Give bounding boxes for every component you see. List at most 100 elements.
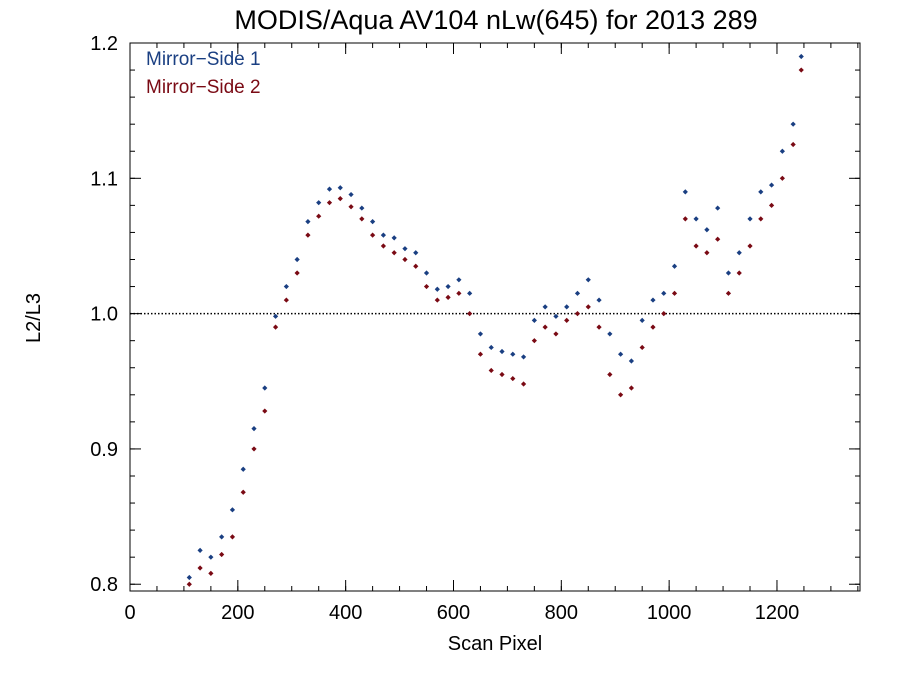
- point-series-1: [197, 547, 203, 554]
- y-tick-label: 1.0: [90, 304, 118, 326]
- series-points: [186, 53, 804, 587]
- point-series-2: [628, 385, 635, 391]
- point-series-1: [348, 191, 354, 198]
- point-series-1: [747, 216, 753, 222]
- point-series-1: [477, 331, 484, 337]
- point-series-2: [736, 270, 742, 276]
- point-series-2: [650, 324, 656, 330]
- point-series-2: [262, 408, 268, 414]
- point-series-2: [423, 283, 430, 290]
- point-series-1: [520, 354, 527, 360]
- point-series-2: [467, 311, 473, 317]
- x-tick-label: 1200: [755, 602, 800, 624]
- point-series-1: [488, 344, 494, 351]
- x-tick-label: 0: [124, 602, 135, 624]
- point-series-2: [240, 489, 246, 495]
- point-series-1: [715, 205, 721, 211]
- point-series-1: [380, 232, 386, 238]
- legend-series-1: Mirror−Side 1: [146, 49, 261, 70]
- point-series-2: [768, 202, 775, 208]
- point-series-1: [639, 317, 645, 323]
- point-series-1: [337, 185, 343, 191]
- point-series-2: [283, 297, 289, 303]
- point-series-1: [542, 304, 548, 310]
- point-series-1: [564, 304, 570, 310]
- point-series-2: [531, 338, 537, 344]
- point-series-2: [510, 375, 516, 382]
- point-series-2: [553, 331, 559, 337]
- point-series-1: [682, 189, 688, 195]
- point-series-2: [520, 381, 527, 387]
- point-series-1: [423, 270, 430, 276]
- point-series-1: [725, 270, 732, 276]
- plot-frame: [129, 42, 861, 592]
- point-series-1: [768, 182, 775, 188]
- point-series-1: [553, 313, 559, 319]
- point-series-2: [725, 290, 732, 296]
- point-series-2: [607, 371, 613, 378]
- point-series-2: [391, 250, 397, 256]
- point-series-1: [531, 317, 537, 323]
- point-series-1: [219, 534, 225, 540]
- point-series-2: [197, 565, 203, 571]
- point-series-1: [229, 507, 236, 513]
- y-tick-label: 1.1: [90, 168, 118, 190]
- point-series-2: [499, 371, 505, 378]
- point-series-2: [715, 236, 721, 242]
- point-series-2: [348, 204, 354, 210]
- point-series-1: [208, 554, 214, 560]
- point-series-2: [596, 324, 602, 330]
- point-series-1: [359, 205, 365, 211]
- point-series-1: [607, 331, 613, 337]
- point-series-1: [499, 348, 505, 355]
- point-series-1: [661, 290, 667, 296]
- point-series-2: [413, 263, 419, 269]
- point-series-2: [359, 216, 365, 222]
- point-series-1: [574, 290, 581, 296]
- point-series-1: [283, 283, 289, 290]
- point-series-2: [219, 551, 225, 558]
- point-series-1: [391, 235, 397, 241]
- point-series-2: [682, 216, 688, 222]
- point-series-1: [618, 351, 624, 357]
- point-series-2: [370, 232, 376, 238]
- point-series-1: [628, 358, 635, 364]
- point-series-2: [693, 243, 699, 249]
- point-series-2: [326, 200, 333, 206]
- point-series-1: [758, 189, 764, 195]
- point-series-2: [618, 392, 624, 398]
- point-series-2: [477, 351, 484, 357]
- point-series-2: [747, 243, 753, 249]
- point-series-1: [779, 148, 785, 154]
- y-tick-label: 0.8: [90, 574, 118, 596]
- point-series-1: [316, 200, 322, 206]
- x-grid-and-ticks: 0 200 400 600 800 1000 1200: [124, 43, 859, 624]
- point-series-2: [186, 581, 192, 587]
- x-tick-label: 200: [221, 602, 254, 624]
- legend-series-2: Mirror−Side 2: [146, 77, 261, 98]
- point-series-2: [671, 290, 678, 296]
- point-series-2: [574, 311, 581, 317]
- y-tick-label: 1.2: [90, 33, 118, 55]
- point-series-2: [402, 256, 408, 263]
- point-series-1: [456, 277, 462, 283]
- point-series-2: [272, 324, 279, 330]
- point-series-2: [585, 304, 591, 310]
- point-series-2: [661, 311, 667, 317]
- point-series-1: [294, 256, 300, 263]
- point-series-2: [445, 294, 451, 300]
- x-axis-label: Scan Pixel: [448, 633, 543, 655]
- point-series-1: [251, 426, 257, 432]
- point-series-1: [650, 297, 656, 303]
- point-series-1: [370, 219, 376, 225]
- point-series-1: [240, 466, 246, 472]
- y-grid-and-ticks: 0.8 0.9 1.0 1.1 1.2: [90, 33, 860, 596]
- x-tick-label: 600: [437, 602, 470, 624]
- chart-title: MODIS/Aqua AV104 nLw(645) for 2013 289: [234, 5, 757, 35]
- point-series-2: [564, 317, 570, 323]
- point-series-2: [380, 243, 386, 249]
- point-series-1: [402, 246, 408, 252]
- point-series-1: [272, 313, 279, 319]
- point-series-2: [790, 141, 796, 148]
